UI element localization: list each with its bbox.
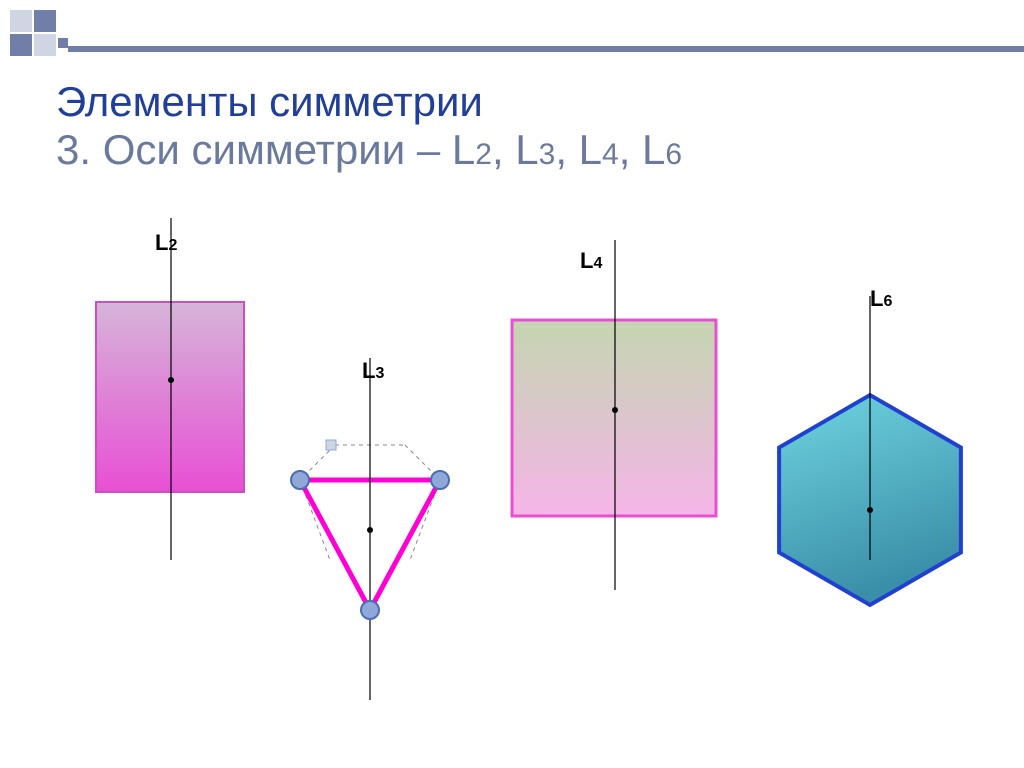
l4-center-dot [612,407,618,413]
l3-vertex-circle [431,471,449,489]
l2-center-dot [168,377,174,383]
l3-vertex-circle [291,471,309,489]
l3-vertex-circle [361,601,379,619]
l6-center-dot [867,507,873,513]
l3-center-dot [367,527,373,533]
l3-marker-square [326,440,336,450]
l2-rectangle [96,302,244,492]
l4-square [512,320,716,516]
diagram-canvas [0,0,1024,768]
